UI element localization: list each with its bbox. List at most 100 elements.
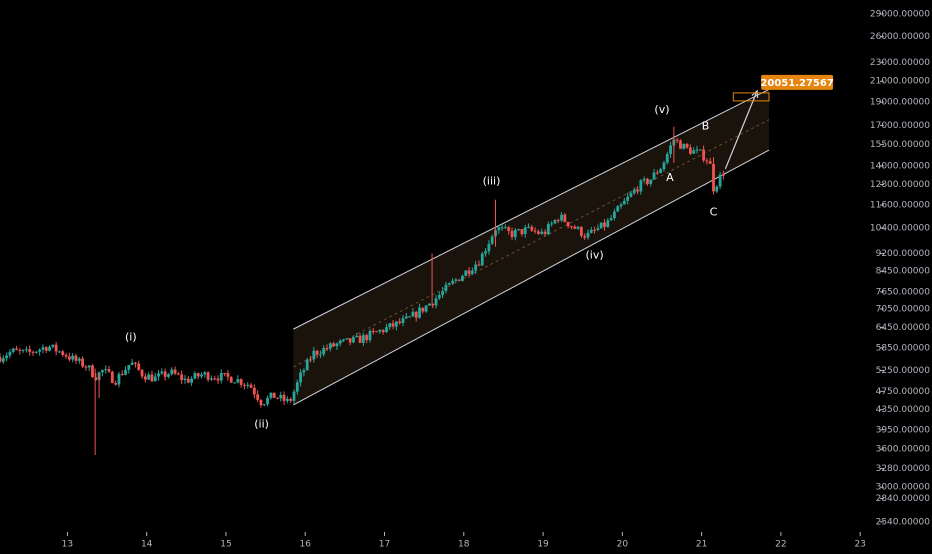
candle-body (104, 369, 108, 371)
y-tick-label: 23000.00000 (870, 58, 930, 68)
candle-body (94, 377, 98, 380)
y-tick-label: 2540.00000 (876, 517, 931, 527)
candle-body (444, 284, 448, 291)
candle-body (81, 358, 84, 367)
candle-body (679, 140, 682, 149)
candle-body (295, 382, 299, 392)
candle-body (266, 397, 269, 405)
candle-body (682, 143, 686, 149)
candle-body (338, 340, 342, 344)
candle-body (510, 230, 514, 237)
candle-body (117, 373, 121, 385)
candle-body (454, 279, 458, 281)
candle-body (176, 373, 180, 375)
candle-body (153, 376, 157, 382)
candle-body (226, 373, 230, 377)
candle-body (348, 338, 352, 343)
candle-body (593, 229, 596, 231)
candle-body (573, 226, 577, 229)
parallel-channel[interactable] (293, 88, 770, 406)
candle-body (21, 349, 25, 351)
candle-body (147, 374, 151, 380)
candle-body (365, 335, 369, 341)
candle-body (101, 370, 104, 373)
candle-body (285, 398, 289, 401)
channel-median-line (293, 119, 770, 368)
candle-body (404, 316, 408, 319)
candle-body (309, 359, 312, 361)
candle-body (563, 214, 567, 222)
candle-body (28, 349, 32, 352)
candle-body (200, 374, 203, 377)
candle-body (375, 331, 378, 333)
wave-label: A (666, 171, 674, 184)
candle-body (685, 143, 689, 148)
candle-body (84, 366, 88, 368)
candle-body (58, 351, 61, 353)
candle-body (688, 147, 692, 154)
candle-body (408, 316, 412, 318)
candle-body (87, 365, 91, 368)
projection-arrow-line[interactable] (724, 90, 758, 170)
candle-body (606, 220, 610, 227)
wave-label: (iii) (483, 174, 501, 187)
candle-body (355, 335, 359, 338)
target-label-box[interactable] (761, 74, 834, 90)
x-tick-label: 17 (379, 540, 390, 550)
candle-body (490, 236, 494, 244)
channel-lower-line[interactable] (293, 149, 770, 406)
candle-body (715, 186, 719, 192)
candle-body (256, 394, 260, 400)
candle-body (431, 303, 435, 306)
candle-body (216, 378, 220, 381)
candle-body (134, 362, 137, 364)
target-projection[interactable]: 20051.27567 (724, 74, 834, 170)
candle-body (708, 161, 712, 164)
y-tick-label: 26000.00000 (870, 32, 930, 42)
candle-body (345, 338, 349, 340)
y-tick-label: 17000.00000 (870, 121, 930, 131)
candle-body (302, 370, 306, 373)
candle-body (599, 222, 603, 229)
candle-body (25, 349, 28, 351)
candle-body (513, 229, 517, 237)
time-axis[interactable]: 13 14 15 16 17 18 19 20 21 22 23 (62, 532, 866, 550)
wave-label: C (710, 205, 718, 218)
y-tick-label: 3000.00000 (876, 483, 931, 493)
wave-label: (v) (654, 103, 669, 116)
candle-body (276, 397, 279, 399)
candle-body (249, 384, 253, 388)
candle-body (556, 219, 560, 221)
channel-fill (293, 89, 770, 405)
candle-body (48, 346, 51, 351)
candle-body (655, 172, 659, 174)
candle-body (659, 169, 663, 174)
candles (0, 126, 725, 456)
target-zone (732, 92, 770, 102)
candle-body (698, 149, 702, 151)
candle-body (418, 307, 421, 318)
x-tick-label: 22 (775, 540, 786, 550)
candle-body (163, 371, 167, 377)
y-tick-label: 21000.00000 (870, 77, 930, 87)
x-tick-label: 15 (220, 540, 231, 550)
wave-label: (i) (125, 330, 137, 343)
channel-upper-line[interactable] (293, 88, 770, 330)
candle-body (414, 311, 418, 318)
candle-body (596, 228, 600, 230)
candle-body (675, 139, 679, 141)
candle-body (523, 227, 527, 235)
candle-body (114, 383, 118, 385)
candle-body (289, 398, 293, 401)
candle-body (642, 178, 646, 181)
wave-label: (ii) (254, 418, 269, 431)
y-tick-label: 12800.00000 (870, 180, 930, 190)
candle-body (411, 311, 415, 317)
candle-body (695, 149, 699, 151)
candle-body (315, 350, 319, 355)
y-tick-label: 11600.00000 (870, 201, 930, 211)
candle-body (8, 351, 12, 356)
